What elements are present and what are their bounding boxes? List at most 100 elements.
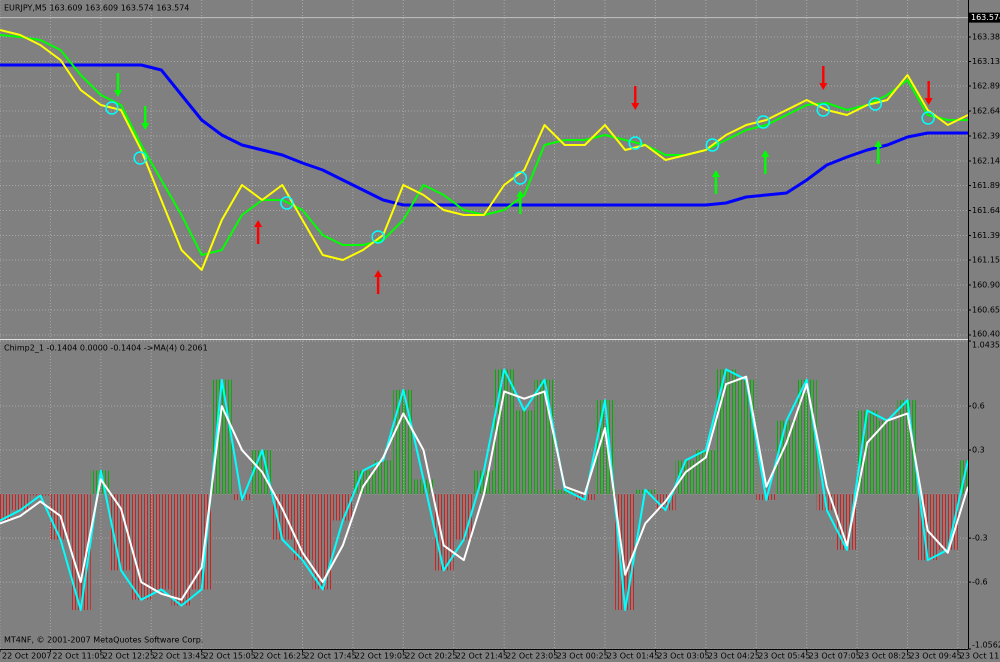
x-tick-label: 22 Oct 2007 [2, 652, 51, 661]
signal-circle [105, 101, 119, 115]
signal-arrow [819, 66, 828, 90]
signal-line [0, 375, 969, 601]
y-tick-label: 161.895 [972, 181, 1000, 190]
signal-arrow [254, 220, 263, 244]
signal-arrow [374, 270, 383, 294]
histogram-bar [736, 379, 757, 495]
histogram-bar [534, 379, 555, 495]
oscillator-title: Chimp2_1 -0.1404 0.0000 -0.1404 ->MA(4) … [4, 344, 208, 353]
last-price-label: 163.574 [971, 13, 1000, 22]
histogram-bar [413, 479, 434, 495]
histogram-bar [877, 420, 898, 495]
signal-arrow [924, 81, 933, 105]
x-tick-label: 23 Oct 04:25 [708, 652, 760, 661]
signal-arrow [141, 106, 150, 130]
histogram-bar [272, 494, 293, 540]
histogram-bar [292, 494, 313, 561]
y-tick-label: -0.3 [972, 534, 988, 543]
x-tick-label: 22 Oct 19:05 [355, 652, 407, 661]
histogram-bar [131, 494, 152, 600]
signal-circle [921, 111, 935, 125]
signal-circle [280, 196, 294, 210]
price-line [0, 29, 969, 271]
x-tick-label: 22 Oct 13:45 [153, 652, 205, 661]
x-tick-label: 22 Oct 23:05 [506, 652, 558, 661]
histogram-bar [171, 494, 192, 606]
price-line [0, 63, 968, 207]
signal-arrow [113, 73, 122, 97]
histogram-bar [615, 494, 636, 610]
y-tick-label: 160.400 [972, 330, 1000, 339]
y-tick-label: 163.135 [972, 57, 1000, 66]
y-tick-label: 0.3 [972, 446, 985, 455]
x-tick-label: 22 Oct 17:45 [305, 652, 357, 661]
y-tick-label: 160.900 [972, 281, 1000, 290]
y-tick-label: 160.650 [972, 306, 1000, 315]
signal-circle [868, 97, 882, 111]
histogram-bar [10, 494, 31, 511]
x-tick-label: 23 Oct 09:45 [910, 652, 962, 661]
histogram-bar [191, 494, 212, 590]
x-tick-label: 23 Oct 05:45 [758, 652, 810, 661]
histogram-bar [816, 494, 837, 511]
signal-arrow [711, 170, 720, 194]
x-tick-label: 22 Oct 20:25 [405, 652, 457, 661]
y-tick-label: 162.890 [972, 82, 1000, 91]
histogram-bar [211, 379, 232, 495]
x-tick-label: 23 Oct 03:05 [657, 652, 709, 661]
histogram-bar [514, 410, 535, 495]
histogram-bar [453, 494, 474, 540]
x-tick-label: 22 Oct 16:25 [254, 652, 306, 661]
histogram-bar [0, 494, 11, 521]
x-tick-label: 22 Oct 11:05 [52, 652, 104, 661]
y-tick-label: 0.6 [972, 402, 985, 411]
histogram-bar [151, 494, 172, 590]
signal-circle [816, 103, 831, 117]
histogram-bar [393, 389, 414, 495]
x-tick-label: 23 Oct 11:05 [960, 652, 1000, 661]
x-tick-label: 23 Oct 07:05 [809, 652, 861, 661]
x-tick-label: 23 Oct 00:25 [557, 652, 609, 661]
histogram-bar [70, 494, 91, 610]
signal-circle [513, 171, 528, 185]
signal-arrow [631, 86, 640, 110]
signal-circle [628, 136, 642, 150]
y-tick-label: 163.380 [972, 33, 1000, 42]
y-tick-label: 161.395 [972, 231, 1000, 240]
signal-circle [371, 230, 385, 244]
signal-arrow [761, 150, 770, 174]
y-tick-label: 162.390 [972, 132, 1000, 141]
signal-circle [133, 151, 147, 165]
y-tick-label: 161.150 [972, 256, 1000, 265]
y-tick-label: 161.645 [972, 206, 1000, 215]
x-tick-label: 23 Oct 01:45 [607, 652, 659, 661]
x-tick-label: 23 Oct 08:25 [859, 652, 911, 661]
x-tick-label: 22 Oct 12:25 [103, 652, 155, 661]
signal-circle [756, 115, 771, 129]
histogram-bar [373, 460, 394, 495]
histogram-bar [957, 460, 968, 495]
y-tick-label: 1.0435 [972, 341, 1000, 350]
y-tick-label: 162.140 [972, 157, 1000, 166]
last-price-box [969, 12, 1000, 23]
footer: MT4NF, © 2001-2007 MetaQuotes Software C… [4, 636, 203, 645]
signal-arrow [874, 140, 883, 164]
price-pane-title: EURJPY,M5 163.609 163.609 163.574 163.57… [4, 4, 189, 13]
histogram-bar [110, 494, 132, 571]
histogram-bar [715, 369, 737, 495]
y-tick-label: -0.6 [972, 578, 988, 587]
histogram-bar [352, 470, 374, 495]
oscillator-line [0, 368, 969, 611]
y-tick-label: -1.0562 [972, 641, 1000, 650]
histogram-bar [494, 369, 515, 495]
x-tick-label: 22 Oct 21:45 [456, 652, 508, 661]
signal-circle [705, 138, 720, 152]
histogram-bar [332, 494, 353, 521]
histogram-bar [554, 489, 575, 495]
histogram-bar [897, 400, 918, 495]
signal-arrow [516, 190, 525, 214]
x-tick-label: 22 Oct 15:05 [204, 652, 256, 661]
histogram-bar [836, 494, 858, 550]
